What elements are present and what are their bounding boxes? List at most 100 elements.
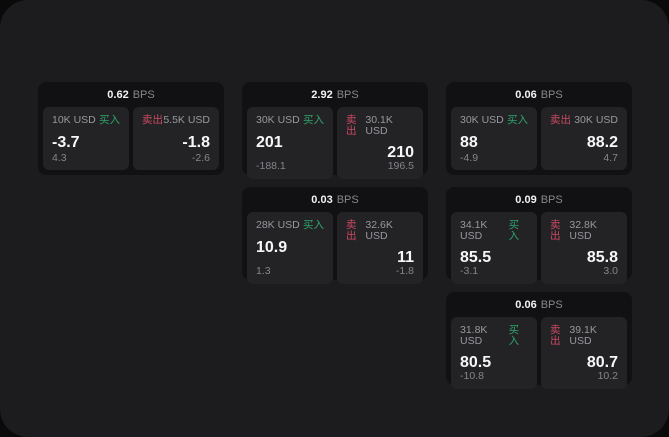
quote-card: 0.03 BPS 28K USD 买入 10.9 1.3 卖出 32.6K US… bbox=[242, 187, 428, 284]
sell-tile[interactable]: 卖出 30K USD 88.2 4.7 bbox=[541, 107, 627, 170]
sell-price-value: 85.8 bbox=[586, 249, 618, 266]
buy-amount-label: 34.1K USD bbox=[460, 219, 488, 242]
sell-tag: 卖出 bbox=[142, 114, 163, 126]
tile-top-row: 31.8K USD 买入 bbox=[460, 325, 528, 346]
sell-tile[interactable]: 卖出 5.5K USD -1.8 -2.6 bbox=[133, 107, 219, 170]
tile-top-row: 卖出 32.6K USD bbox=[346, 220, 414, 241]
buy-amount-label: 31.8K USD bbox=[460, 324, 488, 347]
quote-card: 0.09 BPS 34.1K USD 买入 85.5 -3.1 卖出 32.8K… bbox=[446, 187, 632, 284]
sell-amount-label: 39.1K USD bbox=[569, 324, 597, 347]
buy-delta-value: 1.3 bbox=[256, 265, 271, 277]
sell-delta-value: 196.5 bbox=[387, 160, 414, 172]
buy-tile[interactable]: 30K USD 买入 88 -4.9 bbox=[451, 107, 537, 170]
bps-value: 0.09 bbox=[515, 193, 537, 206]
quote-card: 0.62 BPS 10K USD 买入 -3.7 4.3 卖出 5.5K USD… bbox=[38, 82, 224, 175]
quote-card: 2.92 BPS 30K USD 买入 201 -188.1 卖出 30.1K … bbox=[242, 82, 428, 179]
buy-tile[interactable]: 31.8K USD 买入 80.5 -10.8 bbox=[451, 317, 537, 389]
buy-price-value: -3.7 bbox=[52, 133, 80, 151]
buy-tile[interactable]: 28K USD 买入 10.9 1.3 bbox=[247, 212, 333, 284]
buy-tag: 买入 bbox=[507, 114, 528, 126]
bps-unit-label: BPS bbox=[540, 298, 563, 311]
sell-price-value: 88.2 bbox=[586, 133, 618, 151]
tile-top-row: 28K USD 买入 bbox=[256, 220, 324, 231]
tile-top-row: 34.1K USD 买入 bbox=[460, 220, 528, 241]
sell-tag: 卖出 bbox=[550, 114, 571, 126]
buy-tag: 买入 bbox=[508, 324, 520, 347]
buy-price-value: 10.9 bbox=[256, 238, 288, 256]
buy-amount-label: 30K USD bbox=[256, 114, 300, 126]
tile-top-row: 卖出 30.1K USD bbox=[346, 115, 414, 136]
bps-value: 0.06 bbox=[515, 298, 537, 311]
card-body: 34.1K USD 买入 85.5 -3.1 卖出 32.8K USD 85.8… bbox=[446, 212, 632, 289]
sell-tag: 卖出 bbox=[346, 114, 357, 137]
buy-tile[interactable]: 10K USD 买入 -3.7 4.3 bbox=[43, 107, 129, 170]
sell-amount-label: 32.6K USD bbox=[365, 219, 393, 242]
buy-tag: 买入 bbox=[99, 114, 120, 126]
sell-tile[interactable]: 卖出 32.8K USD 85.8 3.0 bbox=[541, 212, 627, 284]
bps-unit-label: BPS bbox=[336, 193, 359, 206]
buy-delta-value: -188.1 bbox=[256, 160, 286, 172]
bps-header: 0.06 BPS bbox=[446, 82, 632, 107]
buy-tile[interactable]: 30K USD 买入 201 -188.1 bbox=[247, 107, 333, 179]
sell-amount-label: 30.1K USD bbox=[365, 114, 393, 137]
bps-header: 2.92 BPS bbox=[242, 82, 428, 107]
tile-top-row: 30K USD 买入 bbox=[460, 115, 528, 126]
sell-amount-label: 32.8K USD bbox=[569, 219, 597, 242]
bps-unit-label: BPS bbox=[540, 88, 563, 101]
sell-delta-value: 3.0 bbox=[603, 265, 618, 277]
sell-amount-label: 30K USD bbox=[574, 114, 618, 126]
bps-header: 0.03 BPS bbox=[242, 187, 428, 212]
sell-price-value: -1.8 bbox=[182, 133, 210, 151]
sell-delta-value: 4.7 bbox=[603, 151, 618, 164]
buy-delta-value: 4.3 bbox=[52, 151, 67, 164]
quote-card: 0.06 BPS 31.8K USD 买入 80.5 -10.8 卖出 39.1… bbox=[446, 292, 632, 389]
tile-top-row: 卖出 5.5K USD bbox=[142, 115, 210, 126]
bps-header: 0.06 BPS bbox=[446, 292, 632, 317]
sell-tile[interactable]: 卖出 39.1K USD 80.7 10.2 bbox=[541, 317, 627, 389]
buy-tag: 买入 bbox=[303, 219, 324, 231]
bps-unit-label: BPS bbox=[132, 88, 155, 101]
bps-header: 0.62 BPS bbox=[38, 82, 224, 107]
sell-tag: 卖出 bbox=[346, 219, 357, 242]
sell-tag: 卖出 bbox=[550, 324, 561, 347]
sell-delta-value: -1.8 bbox=[395, 265, 414, 277]
sell-delta-value: -2.6 bbox=[191, 151, 210, 164]
tile-top-row: 卖出 30K USD bbox=[550, 115, 618, 126]
card-body: 10K USD 买入 -3.7 4.3 卖出 5.5K USD -1.8 -2.… bbox=[38, 107, 224, 175]
sell-amount-label: 5.5K USD bbox=[163, 114, 210, 126]
buy-price-value: 88 bbox=[460, 133, 478, 151]
buy-tag: 买入 bbox=[303, 114, 324, 126]
buy-delta-value: -4.9 bbox=[460, 151, 479, 164]
sell-tile[interactable]: 卖出 30.1K USD 210 196.5 bbox=[337, 107, 423, 179]
bps-unit-label: BPS bbox=[540, 193, 563, 206]
buy-delta-value: -10.8 bbox=[460, 370, 484, 382]
buy-price-value: 85.5 bbox=[460, 249, 492, 266]
sell-tag: 卖出 bbox=[550, 219, 561, 242]
buy-tile[interactable]: 34.1K USD 买入 85.5 -3.1 bbox=[451, 212, 537, 284]
tile-top-row: 30K USD 买入 bbox=[256, 115, 324, 126]
buy-amount-label: 30K USD bbox=[460, 114, 504, 126]
sell-price-value: 11 bbox=[397, 249, 414, 266]
card-body: 30K USD 买入 201 -188.1 卖出 30.1K USD 210 1… bbox=[242, 107, 428, 184]
buy-amount-label: 10K USD bbox=[52, 114, 96, 126]
card-body: 31.8K USD 买入 80.5 -10.8 卖出 39.1K USD 80.… bbox=[446, 317, 632, 394]
buy-price-value: 80.5 bbox=[460, 354, 492, 371]
buy-amount-label: 28K USD bbox=[256, 219, 300, 231]
buy-price-value: 201 bbox=[256, 133, 283, 151]
sell-delta-value: 10.2 bbox=[597, 370, 618, 382]
tile-top-row: 卖出 32.8K USD bbox=[550, 220, 618, 241]
sell-price-value: 210 bbox=[387, 144, 414, 161]
sell-price-value: 80.7 bbox=[586, 354, 618, 371]
quote-card: 0.06 BPS 30K USD 买入 88 -4.9 卖出 30K USD 8… bbox=[446, 82, 632, 175]
card-body: 30K USD 买入 88 -4.9 卖出 30K USD 88.2 4.7 bbox=[446, 107, 632, 175]
bps-value: 0.62 bbox=[107, 88, 129, 101]
bps-value: 0.06 bbox=[515, 88, 537, 101]
buy-delta-value: -3.1 bbox=[460, 265, 479, 277]
sell-tile[interactable]: 卖出 32.6K USD 11 -1.8 bbox=[337, 212, 423, 284]
bps-header: 0.09 BPS bbox=[446, 187, 632, 212]
bps-unit-label: BPS bbox=[336, 88, 359, 101]
card-body: 28K USD 买入 10.9 1.3 卖出 32.6K USD 11 -1.8 bbox=[242, 212, 428, 289]
tile-top-row: 10K USD 买入 bbox=[52, 115, 120, 126]
bps-value: 0.03 bbox=[311, 193, 333, 206]
